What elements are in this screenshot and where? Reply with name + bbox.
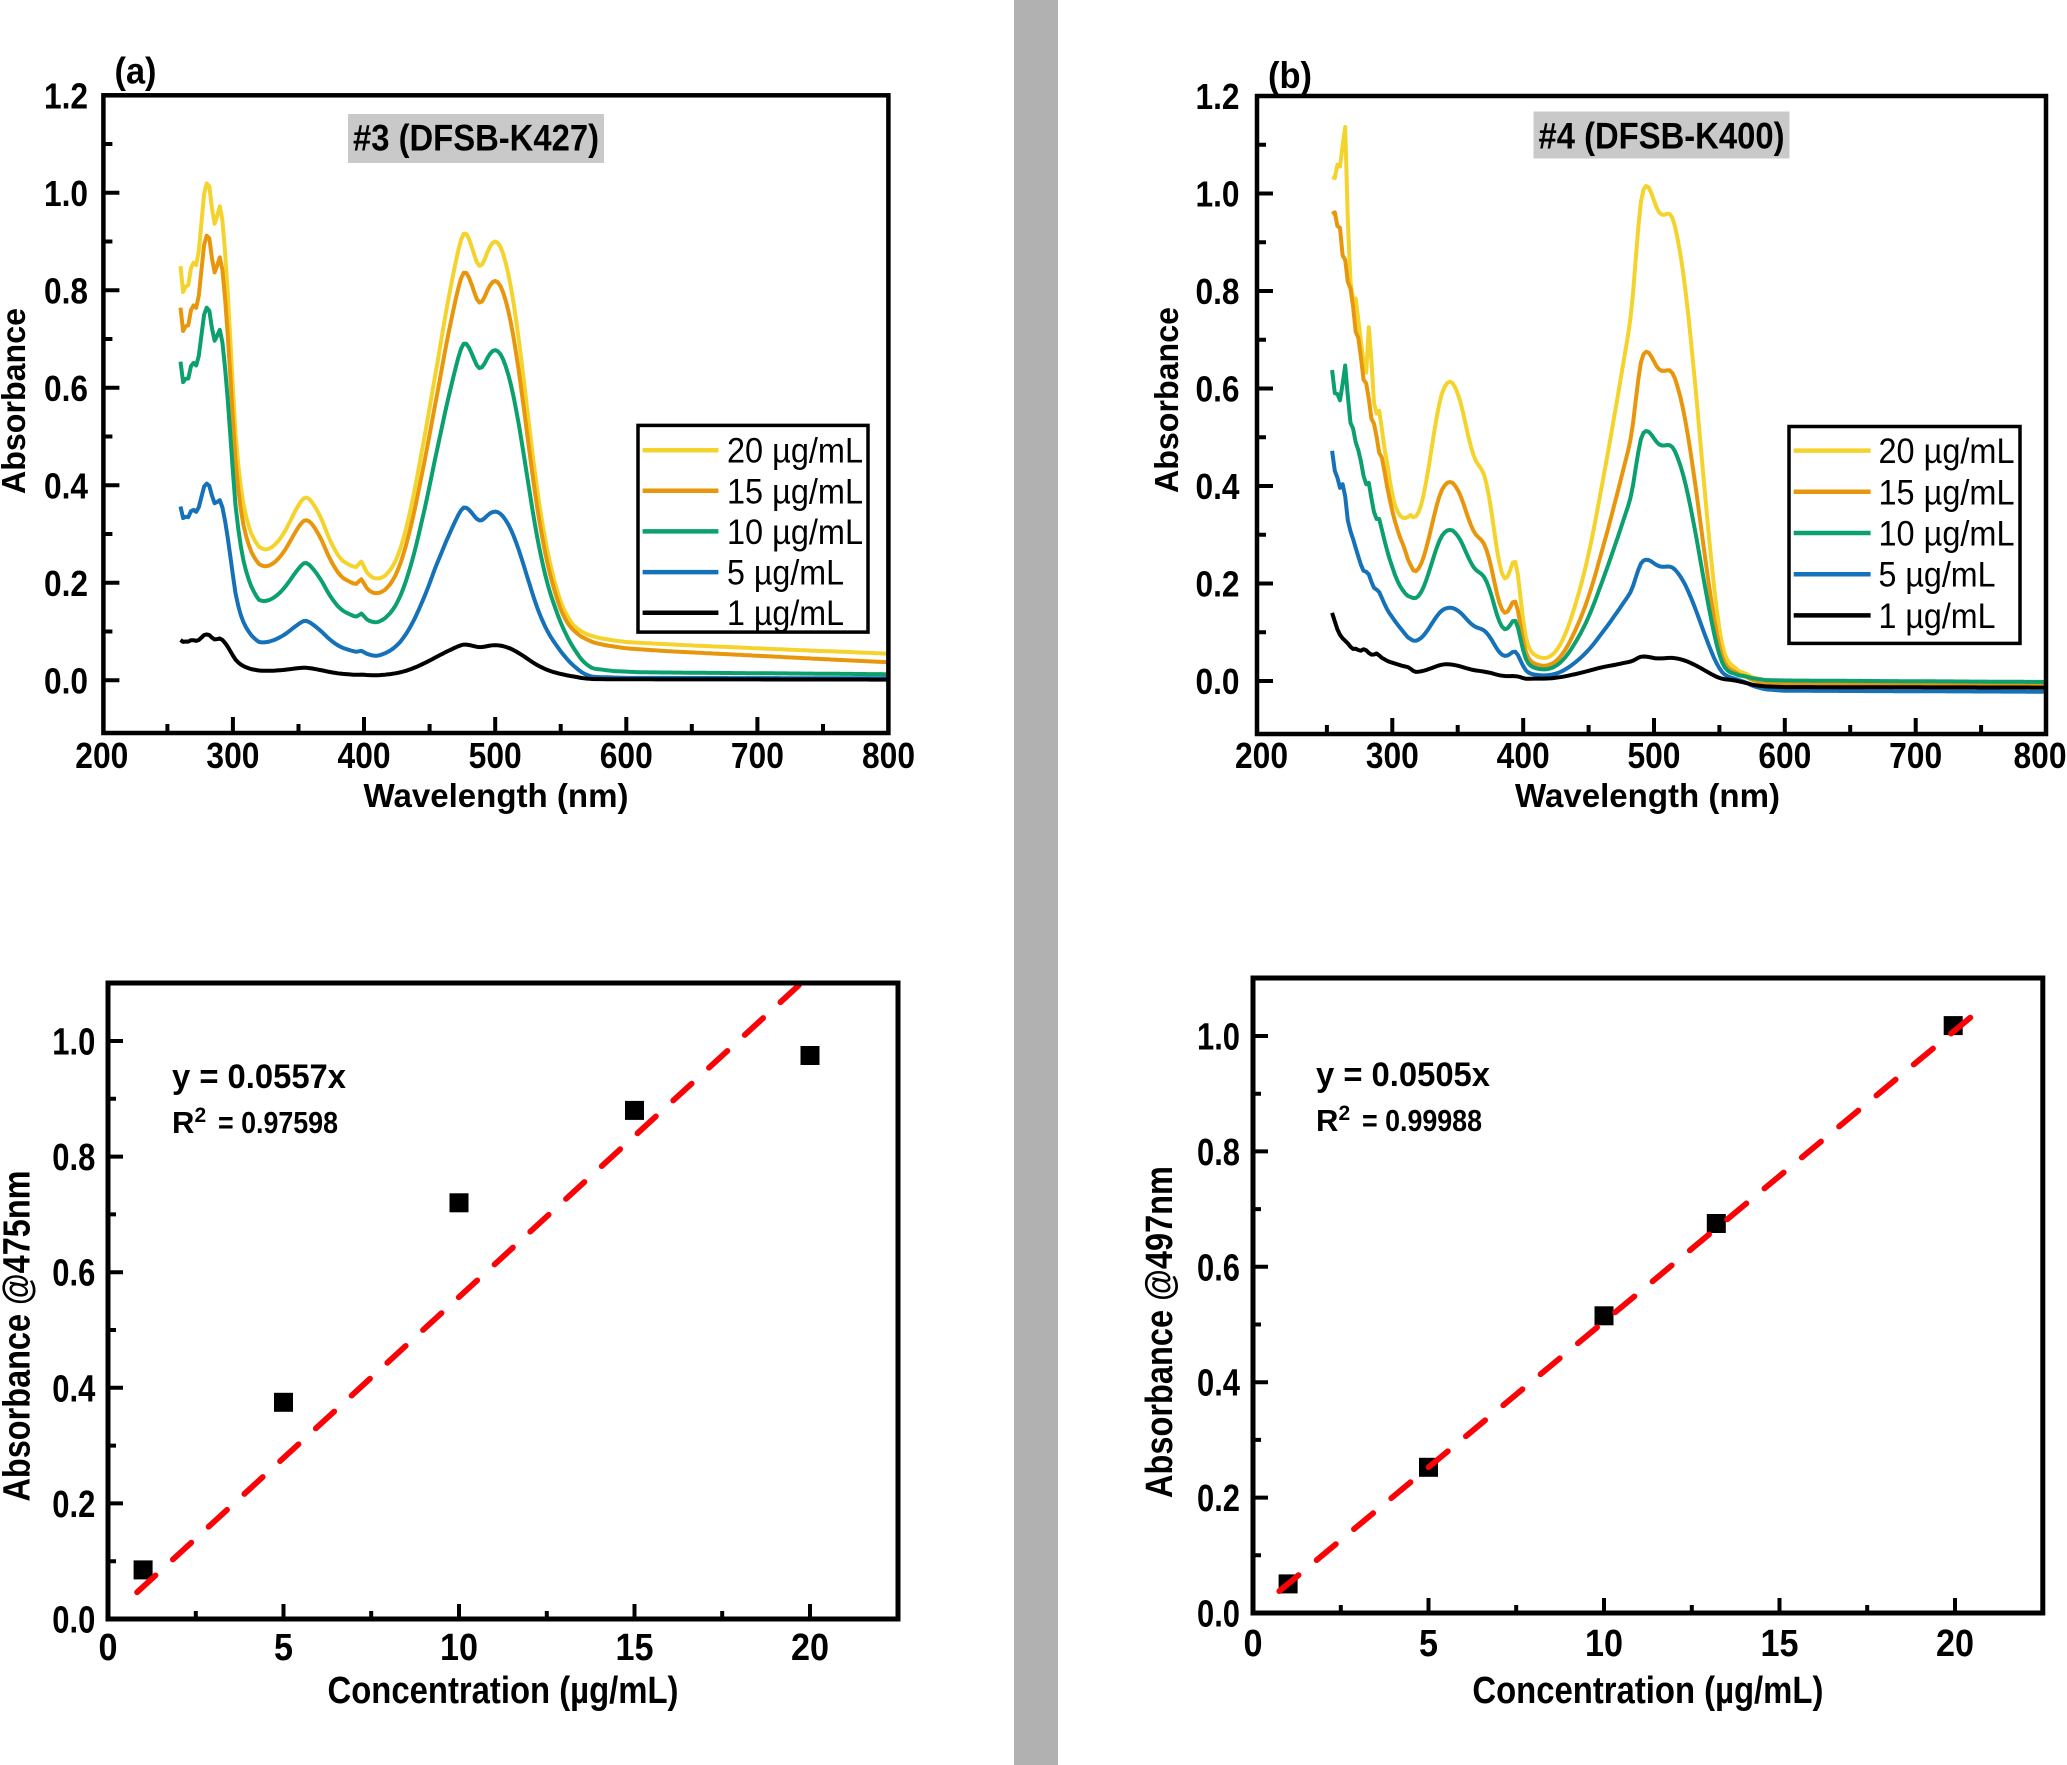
svg-text:0.0: 0.0 [44,660,88,701]
svg-text:5: 5 [274,1627,293,1669]
svg-text:15 µg/mL: 15 µg/mL [727,472,863,511]
svg-text:y = 0.0505x: y = 0.0505x [1316,1056,1490,1094]
svg-text:5 µg/mL: 5 µg/mL [727,554,844,593]
svg-text:20 µg/mL: 20 µg/mL [1879,432,2015,471]
svg-text:0.4: 0.4 [52,1368,95,1410]
svg-text:0.8: 0.8 [44,270,88,311]
svg-text:#3 (DFSB-K427): #3 (DFSB-K427) [353,118,599,159]
svg-text:5: 5 [1419,1623,1438,1665]
svg-text:15: 15 [1761,1623,1799,1665]
svg-text:1.0: 1.0 [44,173,88,214]
svg-text:R: R [172,1105,194,1140]
svg-text:200: 200 [75,735,128,776]
svg-text:400: 400 [1497,735,1550,776]
svg-text:0.2: 0.2 [1197,1478,1240,1520]
svg-text:Absorbance: Absorbance [0,308,32,494]
svg-text:300: 300 [206,735,259,776]
svg-text:0.4: 0.4 [1196,466,1240,507]
svg-text:10: 10 [1585,1623,1623,1665]
svg-text:0.6: 0.6 [1197,1247,1240,1289]
svg-text:Concentration (µg/mL): Concentration (µg/mL) [1472,1670,1823,1712]
svg-text:0.0: 0.0 [1197,1594,1240,1636]
svg-text:1 µg/mL: 1 µg/mL [1879,597,1996,636]
svg-text:0: 0 [1244,1623,1263,1665]
svg-text:500: 500 [1627,735,1680,776]
svg-text:y = 0.0557x: y = 0.0557x [172,1058,346,1096]
svg-text:15: 15 [616,1627,654,1669]
svg-text:20: 20 [791,1627,829,1669]
svg-text:0.2: 0.2 [1196,564,1240,605]
svg-text:Concentration (µg/mL): Concentration (µg/mL) [328,1670,679,1712]
svg-text:#4 (DFSB-K400): #4 (DFSB-K400) [1539,116,1785,157]
svg-text:Wavelength (nm): Wavelength (nm) [364,777,629,814]
svg-text:R: R [1316,1103,1338,1138]
svg-text:10 µg/mL: 10 µg/mL [727,513,863,552]
svg-text:1.0: 1.0 [52,1022,95,1064]
svg-text:1.0: 1.0 [1197,1017,1240,1059]
svg-text:= 0.99988: = 0.99988 [1362,1103,1482,1138]
svg-text:Absorbance @475nm: Absorbance @475nm [0,1171,39,1502]
svg-text:600: 600 [600,735,653,776]
svg-text:1.2: 1.2 [44,75,88,116]
svg-text:Wavelength (nm): Wavelength (nm) [1515,777,1780,814]
svg-text:2: 2 [195,1104,207,1127]
svg-text:0.4: 0.4 [1197,1363,1240,1405]
svg-text:(a): (a) [115,51,157,92]
svg-text:0: 0 [99,1627,118,1669]
svg-text:5 µg/mL: 5 µg/mL [1879,556,1996,595]
svg-text:2: 2 [1339,1102,1351,1125]
svg-text:10: 10 [440,1627,478,1669]
svg-text:15 µg/mL: 15 µg/mL [1879,473,2015,512]
svg-text:Absorbance @497nm: Absorbance @497nm [1139,1166,1181,1498]
svg-text:700: 700 [1889,735,1942,776]
svg-text:0.0: 0.0 [1196,661,1240,702]
svg-text:0.4: 0.4 [44,465,88,506]
svg-text:300: 300 [1366,735,1419,776]
svg-text:0.6: 0.6 [52,1253,95,1295]
svg-text:= 0.97598: = 0.97598 [218,1105,338,1140]
svg-text:500: 500 [469,735,522,776]
svg-text:0.6: 0.6 [44,368,88,409]
svg-text:1.0: 1.0 [1196,174,1240,215]
svg-text:20 µg/mL: 20 µg/mL [727,432,863,471]
svg-text:0.2: 0.2 [52,1484,95,1526]
svg-text:1 µg/mL: 1 µg/mL [727,594,844,633]
svg-text:20: 20 [1936,1623,1974,1665]
svg-text:(b): (b) [1268,55,1312,96]
svg-text:200: 200 [1235,735,1288,776]
svg-text:Absorbance: Absorbance [1148,307,1185,493]
svg-text:400: 400 [338,735,391,776]
svg-text:0.2: 0.2 [44,563,88,604]
svg-text:600: 600 [1758,735,1811,776]
svg-text:0.8: 0.8 [1196,271,1240,312]
svg-text:700: 700 [731,735,784,776]
svg-text:10 µg/mL: 10 µg/mL [1879,515,2015,554]
svg-text:0.6: 0.6 [1196,369,1240,410]
svg-text:800: 800 [2014,735,2067,776]
svg-text:0.8: 0.8 [52,1137,95,1179]
svg-text:800: 800 [862,735,915,776]
svg-text:0.0: 0.0 [52,1600,95,1642]
svg-text:1.2: 1.2 [1196,76,1240,117]
svg-text:0.8: 0.8 [1197,1132,1240,1174]
